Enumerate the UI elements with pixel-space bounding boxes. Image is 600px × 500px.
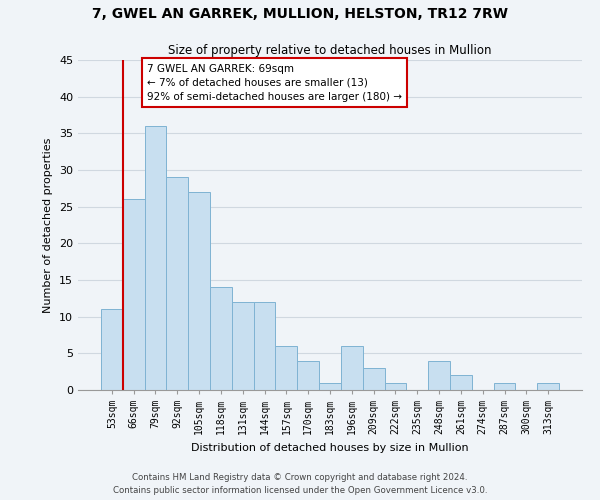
Bar — [254, 302, 275, 390]
Bar — [101, 310, 123, 390]
Text: 7 GWEL AN GARREK: 69sqm
← 7% of detached houses are smaller (13)
92% of semi-det: 7 GWEL AN GARREK: 69sqm ← 7% of detached… — [147, 64, 402, 102]
Bar — [363, 368, 385, 390]
Bar — [341, 346, 363, 390]
Bar — [232, 302, 254, 390]
Bar — [450, 376, 472, 390]
Bar — [537, 382, 559, 390]
Bar — [494, 382, 515, 390]
Y-axis label: Number of detached properties: Number of detached properties — [43, 138, 53, 312]
Bar — [385, 382, 406, 390]
Bar — [428, 360, 450, 390]
Text: 7, GWEL AN GARREK, MULLION, HELSTON, TR12 7RW: 7, GWEL AN GARREK, MULLION, HELSTON, TR1… — [92, 8, 508, 22]
Bar — [123, 200, 145, 390]
X-axis label: Distribution of detached houses by size in Mullion: Distribution of detached houses by size … — [191, 442, 469, 452]
Bar — [275, 346, 297, 390]
Bar — [297, 360, 319, 390]
Bar — [210, 288, 232, 390]
Bar — [188, 192, 210, 390]
Title: Size of property relative to detached houses in Mullion: Size of property relative to detached ho… — [168, 44, 492, 58]
Bar — [166, 178, 188, 390]
Bar — [145, 126, 166, 390]
Bar — [319, 382, 341, 390]
Text: Contains HM Land Registry data © Crown copyright and database right 2024.
Contai: Contains HM Land Registry data © Crown c… — [113, 474, 487, 495]
